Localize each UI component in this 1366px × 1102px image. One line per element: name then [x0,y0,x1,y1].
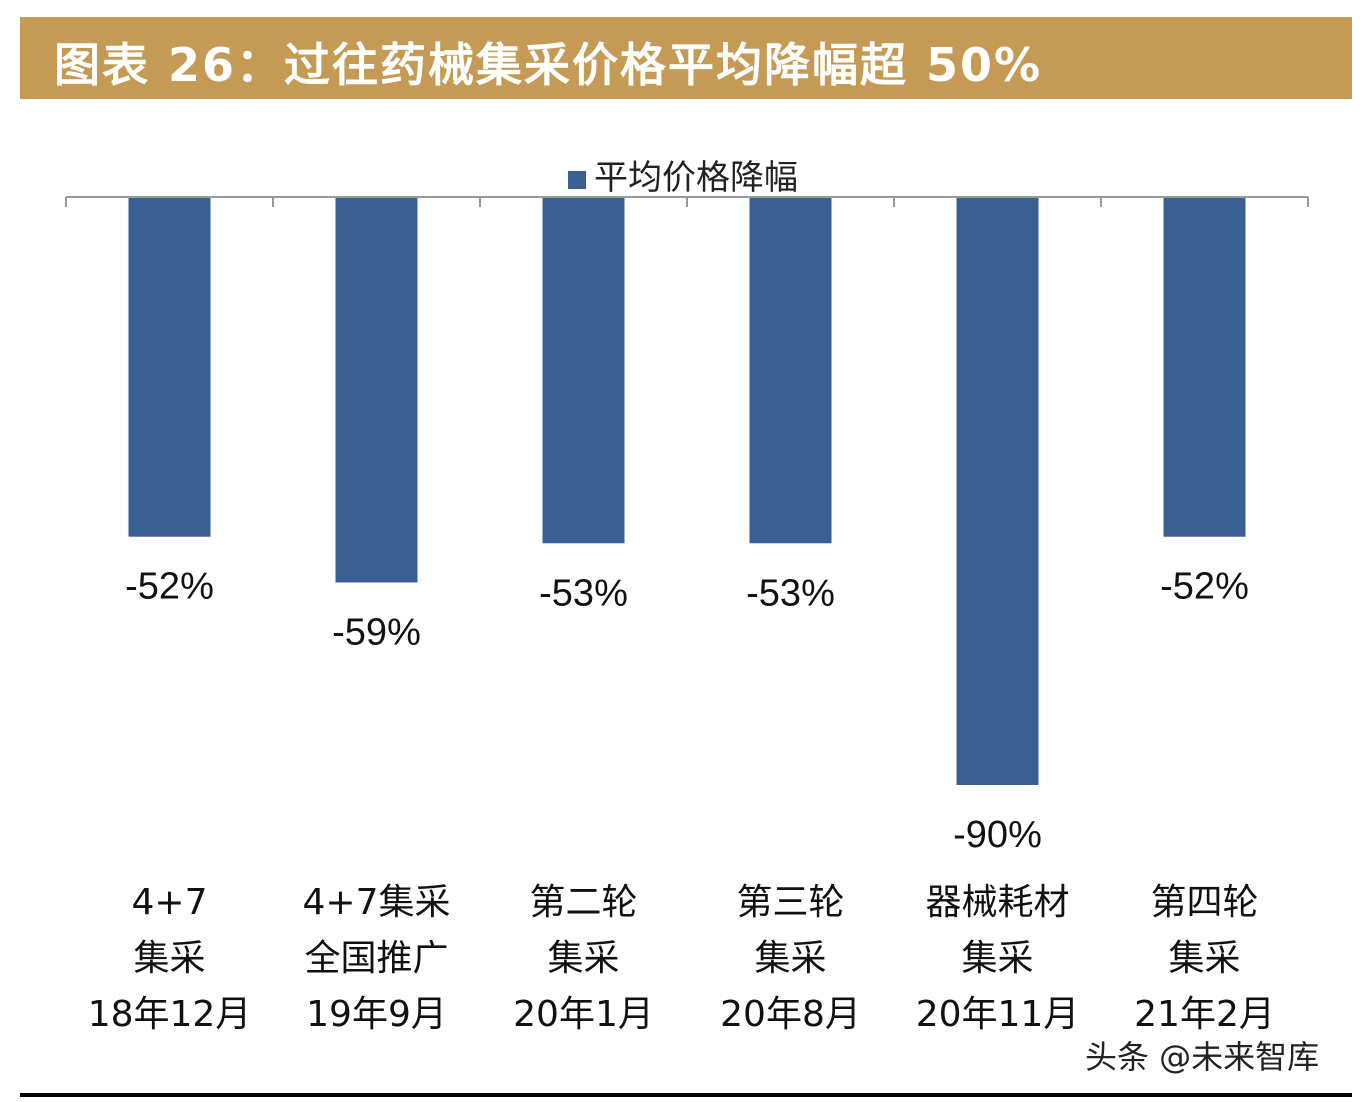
category-label-line: 4+7集采 [302,882,451,923]
category-label-line: 集采 [547,938,620,979]
data-label: -53% [539,572,628,614]
category-label-line: 集采 [133,938,206,979]
legend-swatch [568,170,586,189]
category-label-line: 全国推广 [304,938,449,979]
bar [128,197,211,537]
bar [542,197,625,544]
bar [1163,197,1246,537]
category-label-line: 20年8月 [720,994,861,1035]
legend: 平均价格降幅 [0,150,1366,199]
data-label: -52% [125,566,214,608]
category-label-line: 18年12月 [87,994,252,1035]
category-label-line: 第四轮 [1150,882,1259,923]
category-label-line: 第三轮 [736,882,845,923]
category-label: 第二轮集采 20年1月 [480,875,687,1043]
data-label: -53% [746,572,835,614]
category-label-line: 器械耗材 [925,882,1070,923]
legend-label: 平均价格降幅 [594,158,798,198]
category-label-line: 20年1月 [513,994,654,1035]
category-label: 器械耗材集采 20年11月 [894,875,1101,1043]
category-label-line: 19年9月 [306,994,447,1035]
category-label-line: 集采 [1168,938,1241,979]
category-label-line: 集采 [961,938,1034,979]
data-label: -90% [953,814,1042,856]
category-label: 第四轮集采 21年2月 [1101,875,1308,1043]
category-label: 4+7 集采 18年12月 [66,875,273,1043]
bottom-rule [20,1093,1352,1097]
category-label-line: 第二轮 [529,882,638,923]
watermark: 头条 @未来智库 [1085,1038,1320,1076]
category-label-line: 21年2月 [1134,994,1275,1035]
category-label-line: 集采 [754,938,827,979]
category-label-line: 4+7 [131,882,208,923]
category-label-line: 20年11月 [915,994,1080,1035]
bar [335,197,418,583]
category-label: 4+7集采全国推广 19年9月 [273,875,480,1043]
data-label: -52% [1160,566,1249,608]
data-label: -59% [332,611,421,653]
chart-title: 图表 26：过往药械集采价格平均降幅超 50% [54,38,1043,92]
bar [749,197,832,544]
title-bar: 图表 26：过往药械集采价格平均降幅超 50% [20,17,1352,99]
category-label: 第三轮集采 20年8月 [687,875,894,1043]
bar [956,197,1039,785]
